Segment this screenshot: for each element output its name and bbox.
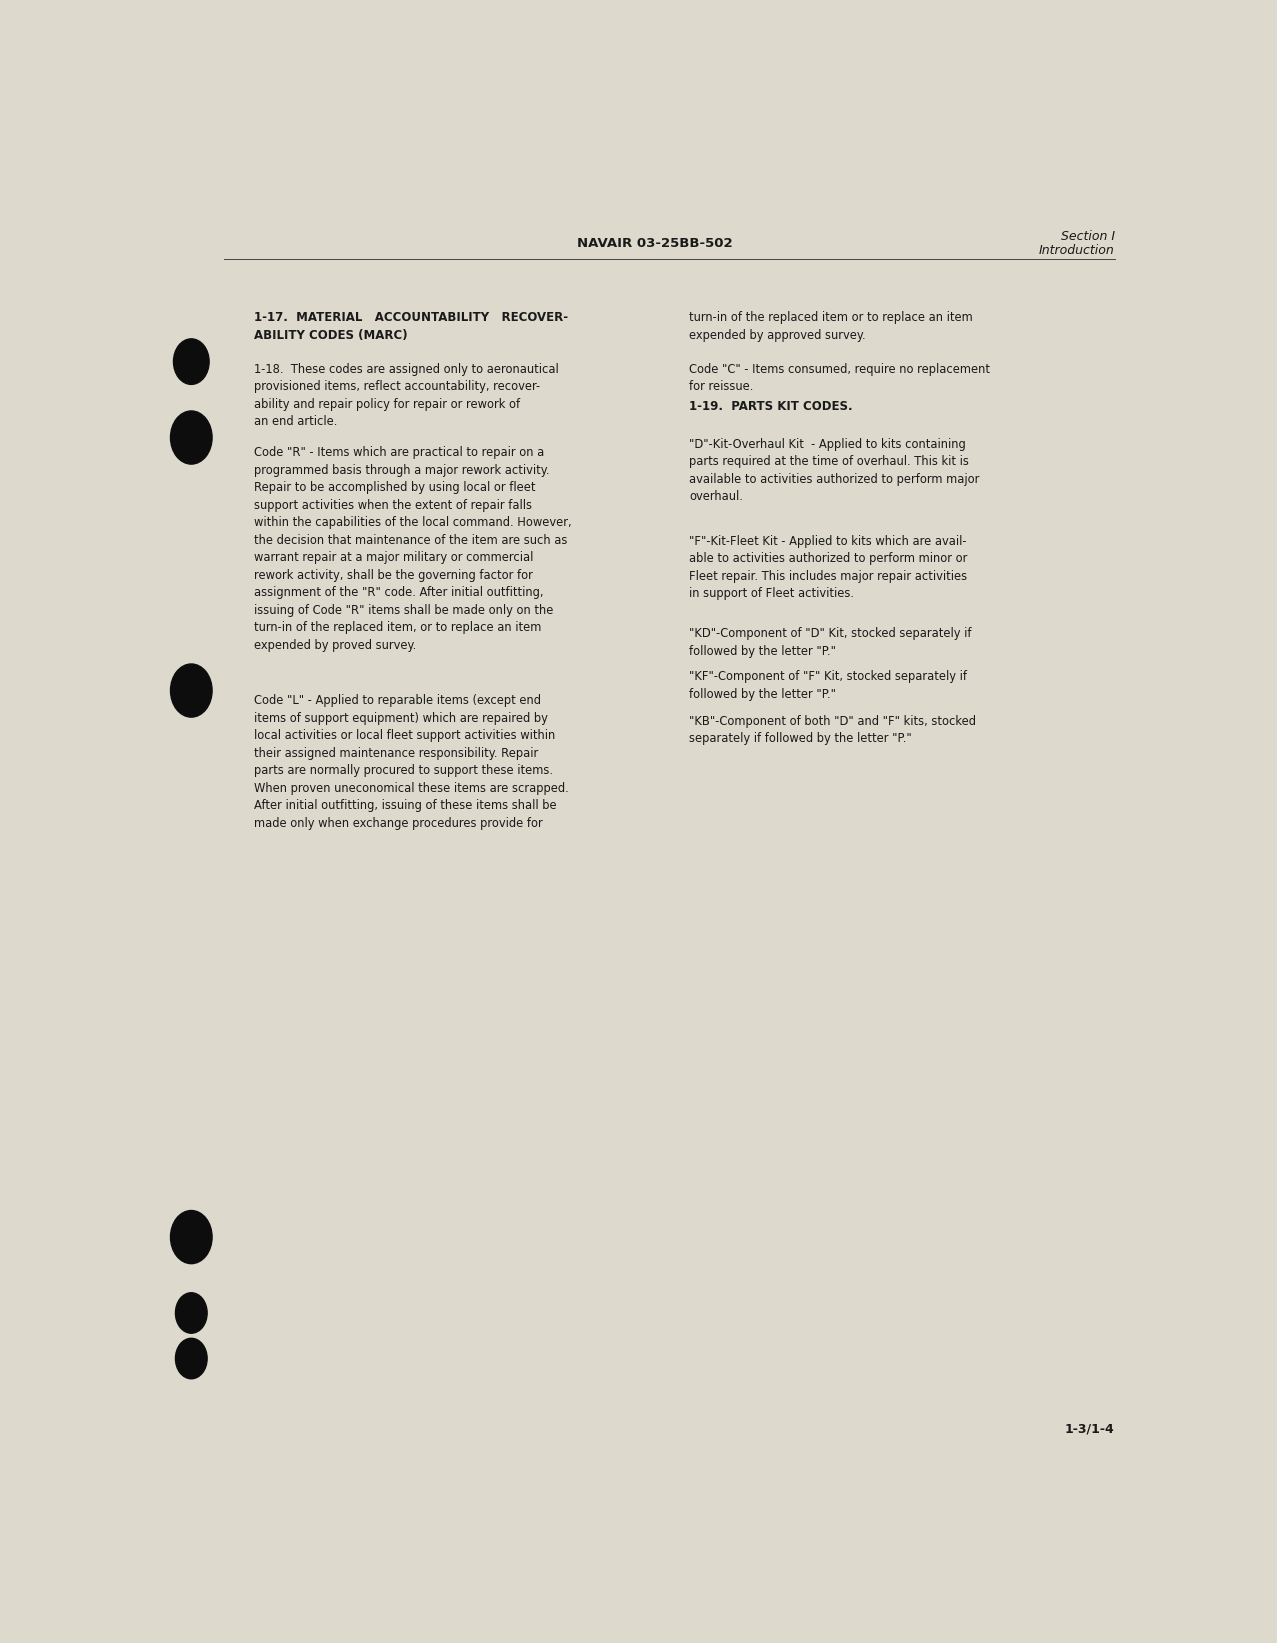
Text: 1-18.  These codes are assigned only to aeronautical
provisioned items, reflect : 1-18. These codes are assigned only to a… [254,363,558,429]
Text: 1-3/1-4: 1-3/1-4 [1065,1423,1115,1436]
Circle shape [171,411,212,463]
Circle shape [175,1293,207,1332]
Text: 1-17.  MATERIAL   ACCOUNTABILITY   RECOVER-
ABILITY CODES (MARC): 1-17. MATERIAL ACCOUNTABILITY RECOVER- A… [254,311,568,342]
Text: Section I: Section I [1060,230,1115,243]
Text: NAVAIR 03-25BB-502: NAVAIR 03-25BB-502 [577,238,732,250]
Text: Code "L" - Applied to reparable items (except end
items of support equipment) wh: Code "L" - Applied to reparable items (e… [254,695,568,830]
Text: Code "C" - Items consumed, require no replacement
for reissue.: Code "C" - Items consumed, require no re… [690,363,990,393]
Text: "KF"-Component of "F" Kit, stocked separately if
followed by the letter "P.": "KF"-Component of "F" Kit, stocked separ… [690,670,967,702]
Text: turn-in of the replaced item or to replace an item
expended by approved survey.: turn-in of the replaced item or to repla… [690,311,973,342]
Text: "F"-Kit-Fleet Kit - Applied to kits which are avail-
able to activities authoriz: "F"-Kit-Fleet Kit - Applied to kits whic… [690,536,968,600]
Text: Introduction: Introduction [1039,243,1115,256]
Circle shape [175,1339,207,1378]
Text: "D"-Kit-Overhaul Kit  - Applied to kits containing
parts required at the time of: "D"-Kit-Overhaul Kit - Applied to kits c… [690,437,979,503]
Text: 1-19.  PARTS KIT CODES.: 1-19. PARTS KIT CODES. [690,399,853,412]
Circle shape [171,1211,212,1263]
Text: "KB"-Component of both "D" and "F" kits, stocked
separately if followed by the l: "KB"-Component of both "D" and "F" kits,… [690,715,976,744]
Circle shape [171,664,212,716]
Text: "KD"-Component of "D" Kit, stocked separately if
followed by the letter "P.": "KD"-Component of "D" Kit, stocked separ… [690,628,972,657]
Circle shape [174,338,209,384]
Text: Code "R" - Items which are practical to repair on a
programmed basis through a m: Code "R" - Items which are practical to … [254,447,571,652]
